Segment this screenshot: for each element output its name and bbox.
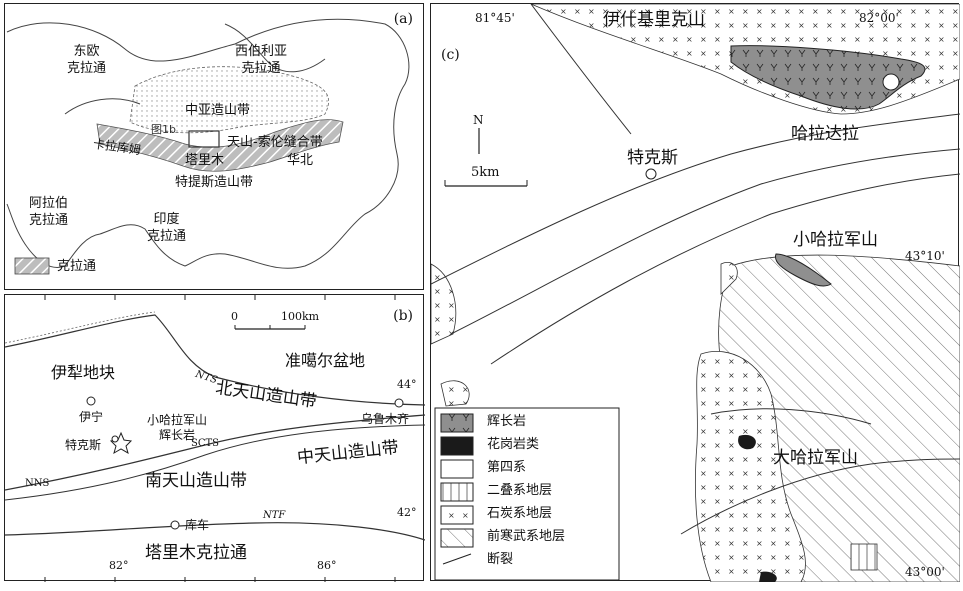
tick-lat42: 42° (397, 506, 417, 519)
coord-lon1: 81°45' (475, 11, 515, 25)
place-halada: 哈拉达拉 (791, 124, 859, 144)
panel-b: (b) 0 100km 伊犁地块 准噶尔盆地 北天山造山带 中天山造山带 南天山… (4, 294, 425, 582)
coord-lat1: 43°10' (905, 249, 945, 263)
legend-fault: 断裂 (487, 552, 514, 567)
legend-carboniferous: 石炭系地层 (487, 506, 553, 521)
place-xiaohala: 小哈拉军山 辉长岩 (147, 413, 208, 442)
legend-precambrian: 前寒武系地层 (487, 529, 566, 544)
region-south-tianshan: 南天山造山带 (145, 471, 247, 491)
region-tarim-craton: 塔里木克拉通 (145, 543, 247, 563)
panel-b-label: (b) (393, 308, 413, 324)
legend-granite: 花岗岩类 (487, 437, 540, 452)
place-kuqa: 库车 (185, 518, 210, 532)
region-tianshan-suture: 天山-索伦缝合带 (227, 135, 323, 150)
coord-lat2: 43°00' (905, 565, 945, 579)
panel-a-label: (a) (393, 11, 413, 27)
place-yining: 伊宁 (79, 410, 104, 424)
fault-nns: NNS (25, 478, 50, 489)
region-siberia: 西伯利亚 克拉通 (235, 44, 288, 76)
region-junggar: 准噶尔盆地 (285, 351, 366, 370)
place-yishenjili: 伊什基里克山 (603, 10, 705, 30)
legend-gabbro: 辉长岩 (487, 414, 527, 429)
legend-craton-label: 克拉通 (57, 259, 97, 274)
region-india: 印度 克拉通 (147, 212, 187, 244)
place-dahala: 大哈拉军山 (773, 448, 858, 468)
tick-lon82: 82° (109, 559, 129, 572)
panel-c: × (430, 3, 960, 582)
tick-lat44: 44° (397, 378, 417, 391)
fault-ntf: NTF (263, 510, 286, 521)
region-fig1b: 图1b (151, 123, 176, 136)
tick-lon86: 86° (317, 559, 337, 572)
panel-c-map: × (431, 4, 960, 582)
place-urumqi: 乌鲁木齐 (361, 412, 410, 426)
panel-a: (a) 东欧 克拉通 西伯利亚 克拉通 中亚造山带 卡拉库姆 图1b 天山-索伦… (4, 3, 424, 290)
region-central-asia: 中亚造山带 (185, 103, 251, 118)
region-tethys: 特提斯造山带 (175, 175, 254, 190)
place-xiaohala-c: 小哈拉军山 (793, 230, 878, 250)
north-arrow-label: N (473, 113, 484, 127)
region-yili: 伊犁地块 (51, 363, 116, 382)
panel-c-label: (c) (441, 47, 460, 63)
legend-permian: 二叠系地层 (487, 483, 553, 498)
region-arabia: 阿拉伯 克拉通 (29, 196, 69, 228)
panel-a-map (6, 18, 410, 275)
region-east-europe: 东欧 克拉通 (67, 44, 107, 76)
scale-dist: 100km (281, 310, 320, 323)
region-tarim: 塔里木 (185, 153, 225, 168)
panel-b-map (5, 295, 425, 582)
coord-lon2: 82°00' (859, 11, 899, 25)
place-tekes: 特克斯 (65, 438, 102, 452)
fault-scts: SCTS (191, 438, 220, 449)
scale-label: 5km (471, 165, 500, 180)
scale-zero: 0 (231, 310, 238, 323)
place-tekes-c: 特克斯 (627, 148, 678, 168)
legend-quaternary: 第四系 (487, 460, 527, 475)
region-north-china: 华北 (287, 153, 314, 168)
